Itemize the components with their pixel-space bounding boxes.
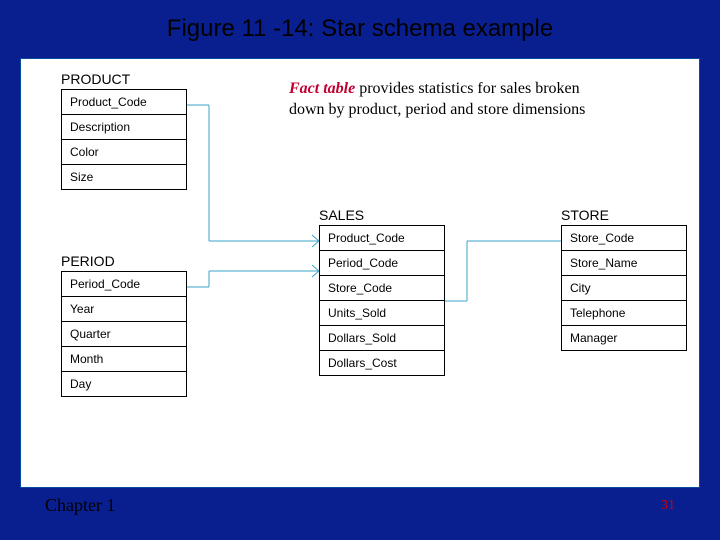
footer-page-number: 31	[661, 498, 675, 514]
page-title: Figure 11 -14: Star schema example	[0, 15, 720, 43]
table-row: City	[562, 276, 687, 301]
table-row: Period_Code	[62, 272, 187, 297]
table-row: Product_Code	[320, 226, 445, 251]
table-body-product: Product_CodeDescriptionColorSize	[61, 89, 187, 190]
table-row: Units_Sold	[320, 301, 445, 326]
table-row: Day	[62, 372, 187, 397]
table-row: Description	[62, 115, 187, 140]
caption: Fact table provides statistics for sales…	[289, 79, 599, 121]
table-body-period: Period_CodeYearQuarterMonthDay	[61, 271, 187, 397]
table-row: Manager	[562, 326, 687, 351]
table-row: Store_Code	[320, 276, 445, 301]
table-row: Product_Code	[62, 90, 187, 115]
table-row: Dollars_Sold	[320, 326, 445, 351]
slide: Figure 11 -14: Star schema example Fact …	[0, 0, 720, 540]
table-row: Period_Code	[320, 251, 445, 276]
footer-chapter: Chapter 1	[45, 495, 115, 516]
table-row: Size	[62, 165, 187, 190]
table-row: Store_Code	[562, 226, 687, 251]
table-row: Quarter	[62, 322, 187, 347]
table-title-store: STORE	[561, 207, 687, 223]
table-title-sales: SALES	[319, 207, 445, 223]
table-product: PRODUCT Product_CodeDescriptionColorSize	[61, 71, 187, 190]
table-row: Year	[62, 297, 187, 322]
table-period: PERIOD Period_CodeYearQuarterMonthDay	[61, 253, 187, 397]
table-body-sales: Product_CodePeriod_CodeStore_CodeUnits_S…	[319, 225, 445, 376]
table-title-period: PERIOD	[61, 253, 187, 269]
diagram-panel: Fact table provides statistics for sales…	[20, 58, 700, 488]
table-store: STORE Store_CodeStore_NameCityTelephoneMa…	[561, 207, 687, 351]
table-row: Telephone	[562, 301, 687, 326]
table-row: Store_Name	[562, 251, 687, 276]
table-title-product: PRODUCT	[61, 71, 187, 87]
table-body-store: Store_CodeStore_NameCityTelephoneManager	[561, 225, 687, 351]
caption-emphasis: Fact table	[289, 80, 355, 97]
table-sales: SALES Product_CodePeriod_CodeStore_CodeUn…	[319, 207, 445, 376]
table-row: Color	[62, 140, 187, 165]
table-row: Month	[62, 347, 187, 372]
table-row: Dollars_Cost	[320, 351, 445, 376]
